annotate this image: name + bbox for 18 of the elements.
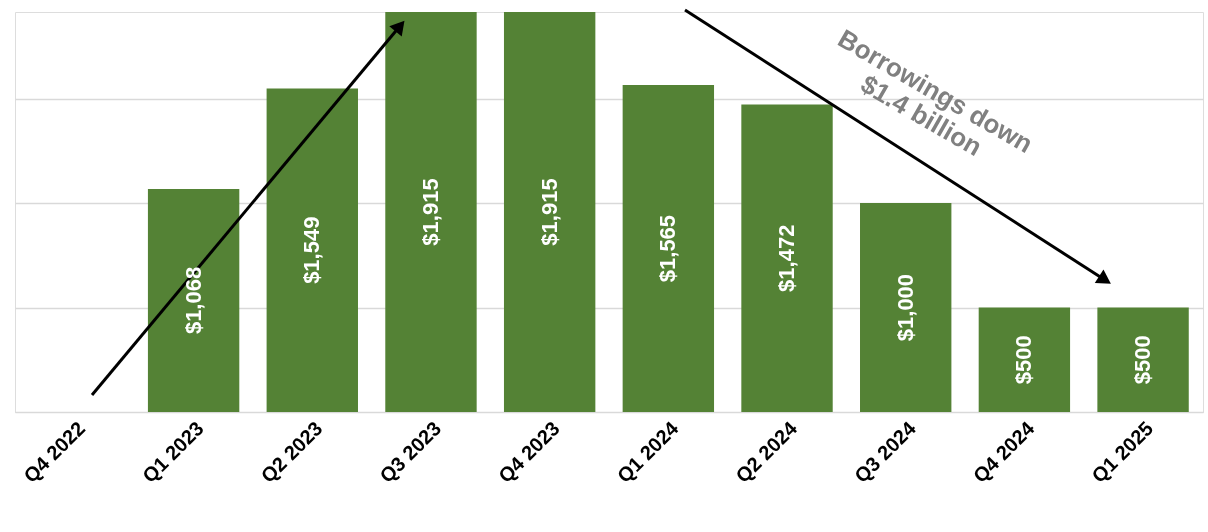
data-label: $1,549	[299, 216, 325, 284]
bar	[978, 307, 1071, 412]
bar	[385, 12, 477, 412]
bar	[741, 104, 833, 412]
data-label: $1,915	[536, 178, 562, 246]
bar	[1097, 307, 1189, 412]
bar	[147, 188, 240, 412]
data-label: $500	[1011, 335, 1037, 385]
data-label: $500	[1130, 335, 1156, 385]
bar	[266, 88, 358, 412]
data-label: $1,472	[774, 224, 800, 292]
bar	[503, 12, 596, 412]
data-label: $1,915	[417, 178, 443, 246]
data-label: $1,000	[892, 273, 918, 342]
bar	[622, 85, 715, 412]
data-label: $1,068	[180, 266, 206, 335]
data-label: $1,565	[655, 214, 681, 283]
bar	[860, 203, 952, 412]
